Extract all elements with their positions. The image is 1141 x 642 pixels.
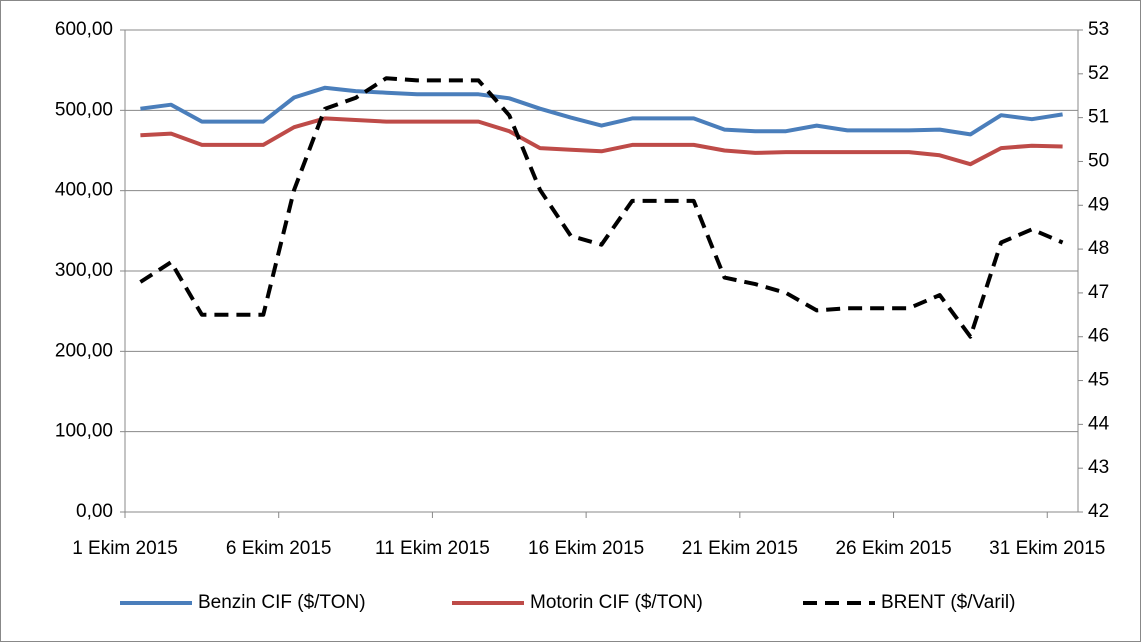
y2-tick-label: 44 xyxy=(1088,413,1110,434)
y-tick-label: 500,00 xyxy=(55,99,113,120)
y2-tick-label: 49 xyxy=(1088,194,1109,215)
x-tick-label: 1 Ekim 2015 xyxy=(72,538,178,559)
y2-tick-label: 48 xyxy=(1088,238,1109,259)
series-line xyxy=(140,85,1063,137)
legend-label: Benzin CIF ($/TON) xyxy=(198,592,366,613)
y-tick-label: 300,00 xyxy=(55,260,113,281)
y-tick-label: 0,00 xyxy=(76,501,113,522)
x-tick-label: 26 Ekim 2015 xyxy=(835,538,951,559)
y2-tick-label: 42 xyxy=(1088,501,1109,522)
x-tick-label: 21 Ekim 2015 xyxy=(682,538,798,559)
y-tick-label: 200,00 xyxy=(55,340,113,361)
x-tick-label: 31 Ekim 2015 xyxy=(989,538,1105,559)
y-tick-label: 400,00 xyxy=(55,180,113,201)
x-tick-label: 11 Ekim 2015 xyxy=(375,538,490,559)
y2-tick-label: 50 xyxy=(1088,150,1109,171)
series-line xyxy=(140,116,1063,167)
y2-tick-label: 51 xyxy=(1088,107,1109,128)
legend-label: BRENT ($/Varil) xyxy=(881,592,1015,613)
y2-tick-label: 46 xyxy=(1088,326,1109,347)
y2-tick-label: 53 xyxy=(1088,19,1109,40)
x-tick-label: 16 Ekim 2015 xyxy=(528,538,644,559)
y2-tick-label: 52 xyxy=(1088,63,1109,84)
y2-tick-label: 47 xyxy=(1088,282,1109,303)
y2-tick-label: 45 xyxy=(1088,370,1109,391)
y-tick-label: 100,00 xyxy=(55,421,113,442)
y2-tick-label: 43 xyxy=(1088,457,1109,478)
x-tick-label: 6 Ekim 2015 xyxy=(226,538,332,559)
legend-label: Motorin CIF ($/TON) xyxy=(530,592,703,613)
series-line xyxy=(139,76,1064,339)
y-tick-label: 600,00 xyxy=(55,19,113,40)
